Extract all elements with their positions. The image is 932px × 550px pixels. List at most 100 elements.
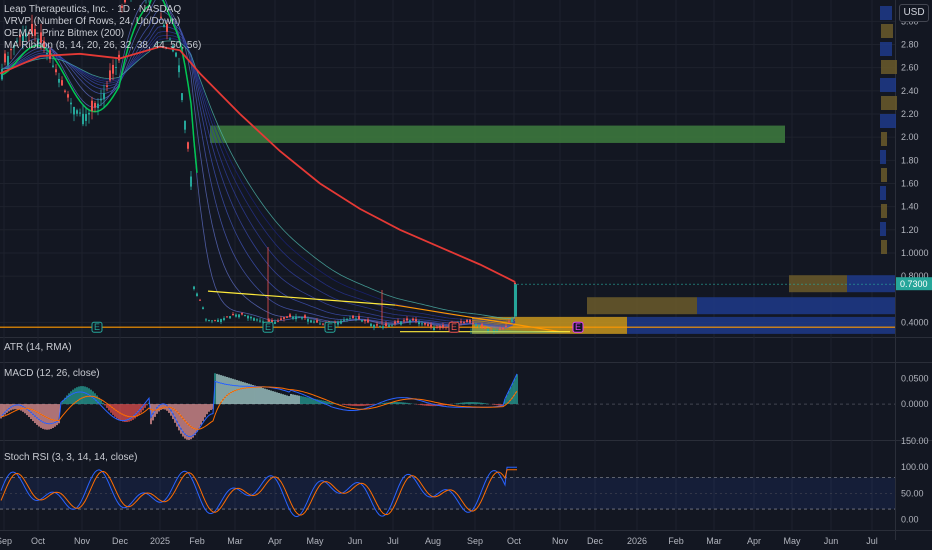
vrvp-legend[interactable]: VRVP (Number Of Rows, 24, Up/Down): [4, 16, 181, 27]
candle-body: [262, 321, 264, 323]
candle-body: [283, 317, 285, 319]
volume-profile-top-4: [880, 78, 896, 92]
candle-body: [52, 65, 54, 67]
time-label-5: Feb: [189, 536, 205, 546]
candle-body: [382, 326, 384, 329]
candle-body: [499, 328, 501, 330]
resistance-trendline: [207, 290, 396, 306]
candle-body: [406, 318, 408, 321]
candle-body: [109, 70, 111, 81]
candle-body: [223, 318, 225, 321]
candle-body: [301, 317, 303, 319]
candle-body: [97, 103, 99, 109]
candle-body: [100, 98, 102, 101]
time-label-21: Jun: [824, 536, 839, 546]
volume-profile-top-12: [880, 222, 886, 236]
price-tick-6: 1.80: [901, 155, 919, 165]
candle-body: [28, 32, 30, 34]
candle-body: [31, 23, 33, 34]
earnings-marker-4: [572, 321, 584, 333]
candle-body: [487, 328, 489, 332]
earnings-marker-1: [262, 321, 274, 333]
candle-body: [229, 316, 231, 319]
candle-body: [190, 176, 192, 187]
ma-ribbon-legend[interactable]: MA Ribbon (8, 14, 20, 26, 32, 38, 44, 50…: [4, 40, 202, 51]
price-tick-1: 2.80: [901, 40, 919, 50]
candle-body: [322, 323, 324, 325]
price-tick-11: 0.8000: [901, 271, 929, 281]
candle-body: [103, 93, 105, 100]
price-pane: [0, 0, 932, 337]
volume-profile-top-9: [881, 168, 887, 182]
candle-body: [184, 120, 186, 130]
oema-legend[interactable]: OEMA - Prinz Bitmex (200): [4, 28, 125, 39]
candle-body: [424, 322, 426, 325]
earnings-marker-3: [448, 321, 460, 333]
time-label-10: Jul: [387, 536, 399, 546]
symbol-title[interactable]: Leap Therapeutics, Inc. · 1D · NASDAQ: [4, 4, 182, 15]
candle-body: [433, 327, 435, 331]
candle-body: [415, 319, 417, 322]
candle-body: [313, 321, 315, 323]
ema-200-line: [0, 45, 516, 283]
candle-body: [337, 321, 339, 325]
price-tick-4: 2.20: [901, 109, 919, 119]
time-label-2: Nov: [74, 536, 91, 546]
candle-body: [232, 314, 234, 316]
candle-body: [112, 64, 114, 74]
candle-body: [403, 320, 405, 322]
candle-body: [259, 320, 261, 322]
atr-legend[interactable]: ATR (14, RMA): [4, 342, 72, 353]
ma-ribbon-line-5: [1, 31, 516, 325]
candle-body: [505, 325, 507, 327]
candle-body: [469, 319, 471, 323]
time-label-14: Nov: [552, 536, 569, 546]
volume-profile-bar-2: [697, 297, 895, 315]
candle-body: [211, 320, 213, 322]
price-tick-12: 0.4000: [901, 317, 929, 327]
macd-legend[interactable]: MACD (12, 26, close): [4, 368, 100, 379]
time-label-4: 2025: [150, 536, 170, 546]
candle-body: [196, 293, 198, 297]
time-label-11: Aug: [425, 536, 441, 546]
time-label-13: Oct: [507, 536, 522, 546]
candle-body: [439, 326, 441, 329]
candle-body: [352, 315, 354, 319]
stoch-k-line: [0, 466, 517, 518]
volume-profile-top-0: [880, 6, 892, 20]
price-tick-8: 1.40: [901, 202, 919, 212]
stoch-rsi-legend[interactable]: Stoch RSI (3, 3, 14, 14, close): [4, 452, 138, 463]
volume-profile-top-8: [880, 150, 886, 164]
macd-signal-line: [0, 386, 518, 430]
candle-body: [1, 68, 3, 80]
candle-body: [193, 286, 195, 290]
candle-body: [175, 52, 177, 57]
ma-ribbon-line-2: [1, 9, 516, 328]
candle-body: [397, 320, 399, 323]
stoch-tick-2: 50.00: [901, 488, 924, 498]
candle-body: [376, 324, 378, 326]
price-tick-9: 1.20: [901, 225, 919, 235]
volume-profile-bar-3: [587, 297, 697, 315]
candle-body: [199, 299, 201, 301]
volume-profile-top-5: [881, 96, 897, 110]
stoch-tick-1: 100.00: [901, 462, 929, 472]
candle-body: [55, 69, 57, 73]
currency-button[interactable]: USD: [899, 4, 929, 22]
candle-body: [58, 78, 60, 83]
time-label-9: Jun: [348, 536, 363, 546]
price-tick-5: 2.00: [901, 132, 919, 142]
candle-body: [70, 102, 72, 105]
candle-body: [91, 100, 93, 111]
candle-body: [481, 324, 483, 327]
candle-body: [64, 90, 66, 92]
candle-body: [4, 53, 6, 63]
candle-body: [385, 323, 387, 327]
time-label-3: Dec: [112, 536, 129, 546]
candle-body: [319, 323, 321, 325]
time-label-19: Apr: [747, 536, 761, 546]
ma-ribbon-line-0: [1, 0, 516, 330]
candle-body: [310, 320, 312, 323]
time-label-22: Jul: [866, 536, 878, 546]
